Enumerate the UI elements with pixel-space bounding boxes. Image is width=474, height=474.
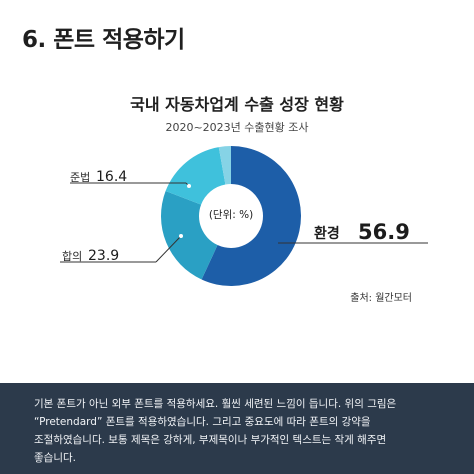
slice-label-hap: 합의 xyxy=(62,250,82,263)
donut-slice-2 xyxy=(165,147,226,205)
slice-value-jun: 16.4 xyxy=(96,169,127,185)
footer-description: 기본 폰트가 아닌 외부 폰트를 적용하세요. 훨씬 세련된 느낌이 듭니다. … xyxy=(0,383,474,474)
chart-source: 출처: 월간모터 xyxy=(350,293,412,304)
center-unit-label: (단위: %) xyxy=(209,208,253,221)
donut-slice-1 xyxy=(161,191,218,280)
chart-title: 국내 자동차업계 수출 성장 현황 xyxy=(130,95,344,114)
slice-label-jun: 준법 xyxy=(70,171,90,184)
footer-line-3: 조절하였습니다. 보통 제목은 강하게, 부제목이나 부가적인 텍스트는 작게 … xyxy=(34,434,387,446)
leader-dot-jun xyxy=(187,184,191,188)
donut-slice-3 xyxy=(218,146,231,185)
slice-label-hwan: 환경 xyxy=(314,225,340,242)
leader-dot-hap xyxy=(179,234,183,238)
leader-slant-hap xyxy=(155,235,182,263)
slice-value-hwan: 56.9 xyxy=(358,220,410,244)
slice-value-hap: 23.9 xyxy=(88,248,119,264)
footer-line-4: 좋습니다. xyxy=(34,452,76,464)
chart-subtitle: 2020~2023년 수출현황 조사 xyxy=(165,121,309,134)
donut-slice-0 xyxy=(201,146,301,286)
footer-line-1: 기본 폰트가 아닌 외부 폰트를 적용하세요. 훨씬 세련된 느낌이 듭니다. … xyxy=(34,398,397,410)
footer-line-2: “Pretendard” 폰트를 적용하였습니다. 그리고 중요도에 따라 폰트… xyxy=(34,416,371,428)
page-title: 6. 폰트 적용하기 xyxy=(22,27,185,53)
